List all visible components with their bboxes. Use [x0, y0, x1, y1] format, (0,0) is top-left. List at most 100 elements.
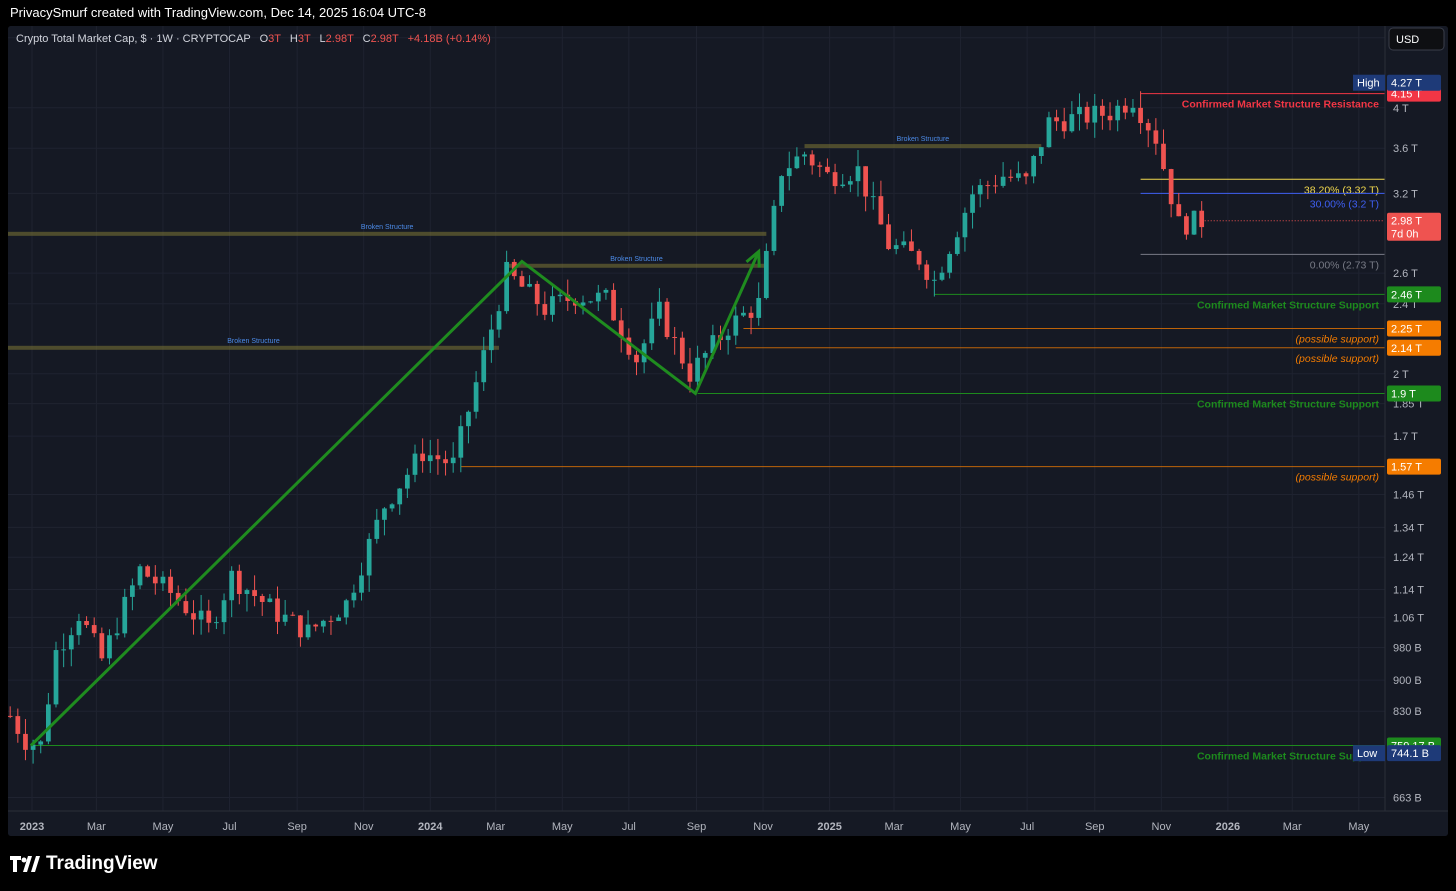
tradingview-logo-text: TradingView [46, 853, 158, 874]
candle-body [962, 212, 968, 238]
candle-body [1092, 105, 1098, 123]
candle-body [99, 633, 105, 659]
candle-body [320, 620, 326, 627]
candle-body [886, 224, 891, 250]
candle-body [236, 570, 242, 595]
candle-body [756, 297, 762, 318]
candle-body [901, 241, 907, 246]
candle-body [1115, 105, 1121, 121]
x-tick-label: Sep [287, 821, 307, 833]
candle-body [343, 600, 349, 618]
candle-body [298, 615, 303, 638]
candle-body [542, 304, 548, 315]
level-label-support: Confirmed Market Structure Support [1197, 299, 1380, 311]
level-label-possible: (possible support) [1296, 353, 1379, 365]
x-tick-label: Jul [622, 821, 636, 833]
level-price-tag-text: 1.57 T [1391, 462, 1422, 474]
candle-body [1153, 130, 1159, 144]
tradingview-logo[interactable]: TradingView [10, 853, 158, 875]
price-axis[interactable]: 4.8 T4 T3.6 T3.2 T2.6 T2.4 T2 T1.85 T1.7… [1384, 26, 1424, 811]
currency-button[interactable]: USD [1388, 27, 1445, 51]
current-price-box [1387, 212, 1441, 241]
candle-body [1176, 204, 1182, 217]
candle-body [68, 635, 74, 650]
candle-body [1069, 114, 1075, 132]
footer: TradingView [0, 836, 1456, 891]
candle-body [221, 600, 227, 623]
legend-change: +4.18B (+0.14%) [408, 33, 491, 45]
candle-body [634, 354, 639, 363]
x-tick-label: Mar [87, 821, 106, 833]
high-tag-value-box [1387, 74, 1441, 91]
level-label-fib38: 38.20% (3.32 T) [1304, 184, 1379, 196]
candle-body [473, 382, 479, 412]
candle-body [741, 312, 746, 316]
candle-body [672, 336, 678, 338]
level-label-support: Confirmed Market Structure Support [1197, 751, 1380, 763]
time-axis[interactable]: 2023 Mar May Jul Sep Nov 2024 Mar May Jul Sep Nov 20… [8, 810, 1448, 833]
y-tick-label: 1.06 T [1393, 612, 1424, 624]
candlestick-chart[interactable]: Broken Structure Broken Structure Broken S… [8, 26, 1448, 836]
candle-body [282, 614, 288, 622]
x-tick-label: 2025 [817, 821, 841, 833]
current-price-countdown: 7d 0h [1391, 229, 1419, 241]
candle-body [290, 614, 296, 616]
candle-body [152, 576, 158, 584]
candle-body [557, 294, 563, 297]
candle-body [458, 426, 464, 458]
candle-body [130, 585, 135, 597]
level-price-tag [1387, 385, 1441, 402]
y-tick-label: 663 B [1393, 792, 1422, 804]
candle-body [1100, 105, 1105, 116]
candle-body [107, 635, 112, 659]
x-tick-label: Nov [354, 821, 374, 833]
candle-body [588, 301, 594, 303]
low-tag-label: Low [1357, 748, 1377, 760]
candle-body [840, 184, 846, 187]
y-tick-label: 3.2 T [1393, 188, 1418, 200]
candle-body [847, 181, 853, 185]
candle-body [168, 576, 173, 593]
legend-open-label: O [260, 33, 269, 45]
candle-body [137, 566, 143, 586]
candle-body [489, 329, 494, 351]
candle-body [443, 459, 448, 464]
candle-body [252, 590, 257, 597]
tradingview-logo-icon [10, 856, 40, 872]
candle-body [954, 237, 960, 254]
legend-high-label: H [290, 33, 298, 45]
candle-body [909, 241, 914, 251]
high-tag-label-box [1353, 74, 1385, 91]
candle-body [809, 154, 815, 166]
candle-body [863, 166, 868, 197]
candle-body [313, 624, 319, 627]
x-tick-label: Jul [1020, 821, 1034, 833]
candle-body [76, 621, 82, 636]
candle-body [496, 311, 502, 330]
chart-background [8, 26, 1448, 836]
y-tick-label: 1.7 T [1393, 431, 1418, 443]
broken-structure-band [8, 345, 500, 350]
y-tick-label: 1.24 T [1393, 552, 1424, 564]
x-tick-label: Jul [222, 821, 236, 833]
chart-panel[interactable]: Broken Structure Broken Structure Broken S… [8, 26, 1448, 836]
candle-body [748, 312, 754, 318]
candle-body [924, 264, 930, 280]
candle-body [420, 453, 425, 462]
y-tick-label: 980 B [1393, 642, 1422, 654]
currency-button-label: USD [1396, 34, 1419, 46]
candle-body [649, 318, 655, 344]
candle-body [244, 590, 250, 595]
candle-body [786, 168, 792, 177]
x-tick-label: May [1348, 821, 1369, 833]
candle-body [779, 176, 784, 206]
candle-body [931, 279, 937, 281]
candle-body [794, 156, 800, 169]
legend-low-value: 2.98T [326, 33, 354, 45]
candle-body [23, 733, 28, 750]
candle-body [412, 453, 418, 475]
candle-body [679, 337, 685, 364]
legend-symbol: Crypto Total Market Cap, $ · 1W · CRYPTO… [16, 33, 251, 45]
x-tick-label: Nov [753, 821, 773, 833]
candle-body [603, 289, 609, 293]
